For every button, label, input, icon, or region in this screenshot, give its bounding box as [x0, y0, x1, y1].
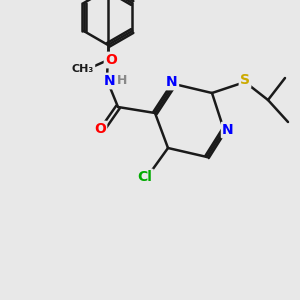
Text: Cl: Cl [138, 170, 152, 184]
Text: O: O [94, 122, 106, 136]
Text: N: N [104, 74, 116, 88]
Text: H: H [117, 74, 127, 88]
Text: N: N [222, 123, 234, 137]
Text: S: S [240, 73, 250, 87]
Text: O: O [105, 53, 117, 67]
Text: CH₃: CH₃ [72, 64, 94, 74]
Text: N: N [166, 75, 178, 89]
